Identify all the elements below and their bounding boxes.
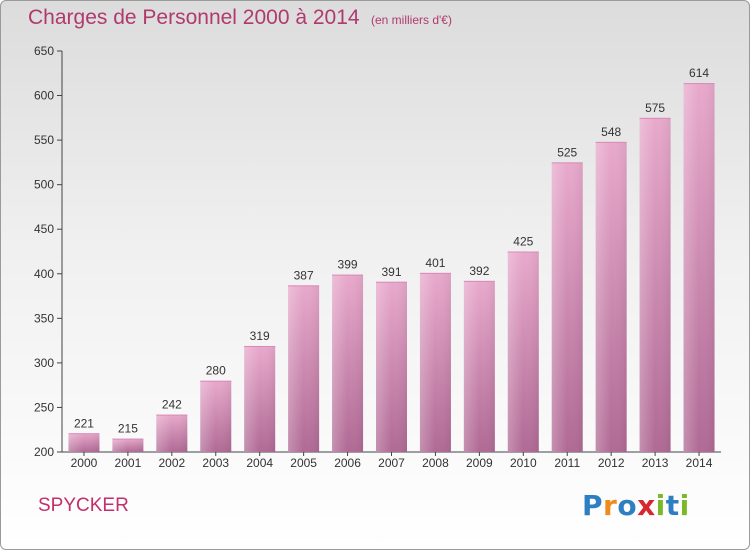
data-label: 391 bbox=[381, 265, 401, 279]
bar-shine bbox=[156, 414, 188, 452]
bar-shine bbox=[639, 117, 671, 452]
x-tick-label: 2005 bbox=[290, 456, 317, 470]
x-tick-label: 2014 bbox=[686, 456, 713, 470]
bar-shine bbox=[288, 285, 320, 452]
data-label: 401 bbox=[425, 256, 445, 270]
y-tick-label: 300 bbox=[34, 356, 54, 370]
proxiti-logo[interactable]: Proxiti bbox=[582, 489, 690, 522]
y-tick-label: 450 bbox=[34, 222, 54, 236]
x-tick-label: 2004 bbox=[246, 456, 273, 470]
y-tick-label: 650 bbox=[34, 44, 54, 58]
data-label: 399 bbox=[338, 258, 358, 272]
y-tick-label: 350 bbox=[34, 311, 54, 325]
chart-subtitle: (en milliers d'€) bbox=[371, 13, 452, 27]
x-tick-label: 2002 bbox=[158, 456, 185, 470]
data-label: 319 bbox=[250, 329, 270, 343]
x-tick-label: 2003 bbox=[202, 456, 229, 470]
bar-shine bbox=[376, 281, 407, 452]
x-tick-label: 2010 bbox=[510, 456, 537, 470]
x-tick-label: 2008 bbox=[422, 456, 449, 470]
data-label: 280 bbox=[206, 364, 226, 378]
x-tick-label: 2007 bbox=[378, 456, 405, 470]
y-tick-label: 250 bbox=[34, 400, 54, 414]
labels: 221 2000 215 2001 242 2002 280 2003 319 2004 387 20… bbox=[71, 66, 713, 470]
bar-shine bbox=[683, 83, 715, 452]
y-tick-label: 400 bbox=[34, 267, 54, 281]
data-label: 392 bbox=[469, 264, 489, 278]
data-label: 614 bbox=[689, 66, 709, 80]
x-tick-label: 2006 bbox=[334, 456, 361, 470]
x-tick-label: 2011 bbox=[554, 456, 580, 470]
y-tick-label: 550 bbox=[34, 133, 54, 147]
y-tick-label: 600 bbox=[34, 89, 54, 103]
bar-shine bbox=[595, 141, 627, 453]
data-label: 215 bbox=[118, 422, 138, 436]
x-tick-label: 2000 bbox=[71, 456, 98, 470]
bar-shine bbox=[68, 433, 100, 452]
bars bbox=[68, 83, 715, 453]
bar-shine bbox=[507, 251, 539, 452]
bar-shine bbox=[244, 345, 276, 452]
commune-name: SPYCKER bbox=[38, 495, 129, 516]
x-tick-label: 2001 bbox=[115, 456, 142, 470]
bar-shine bbox=[200, 380, 232, 452]
data-label: 575 bbox=[645, 101, 665, 115]
x-tick-label: 2013 bbox=[642, 456, 669, 470]
y-tick-label: 200 bbox=[34, 445, 54, 459]
data-label: 425 bbox=[513, 235, 533, 249]
data-label: 525 bbox=[557, 145, 577, 159]
x-tick-label: 2009 bbox=[466, 456, 493, 470]
data-label: 221 bbox=[74, 416, 94, 430]
bar-shine bbox=[112, 438, 144, 452]
x-tick-label: 2012 bbox=[598, 456, 625, 470]
data-label: 242 bbox=[162, 398, 182, 412]
data-label: 548 bbox=[601, 125, 621, 139]
bar-shine bbox=[551, 162, 583, 452]
bar-shine bbox=[419, 272, 451, 452]
bar-shine bbox=[332, 274, 364, 452]
bar-shine bbox=[463, 280, 495, 452]
data-label: 387 bbox=[294, 268, 314, 282]
y-tick-label: 500 bbox=[34, 178, 54, 192]
chart-title: Charges de Personnel 2000 à 2014 bbox=[28, 6, 360, 29]
